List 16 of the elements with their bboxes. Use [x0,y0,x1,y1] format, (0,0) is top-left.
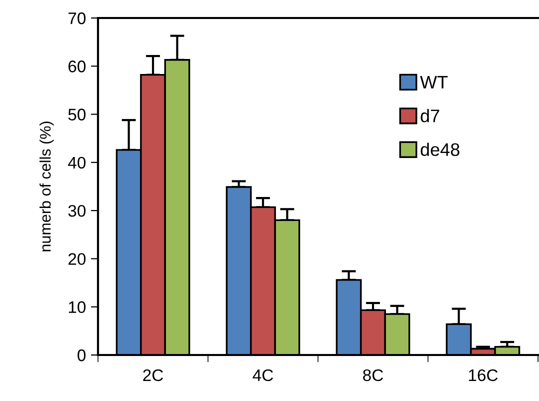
x-tick-label: 8C [363,369,384,382]
y-tick-label: 20 [68,253,86,265]
legend-label: de48 [420,142,460,156]
y-tick-label: 50 [68,108,86,120]
legend-label: WT [420,76,448,88]
y-axis-title: numerb of cells (%) [40,122,54,252]
y-tick-label: 0 [78,349,86,362]
y-tick-label: 70 [68,12,86,24]
y-tick-label: 10 [68,301,86,314]
x-tick-label: 16C [468,369,498,382]
x-tick-label: 2C [143,369,164,382]
y-tick-label: 30 [68,204,86,217]
y-tick-label: 60 [68,60,86,72]
legend-label: d7 [420,109,440,122]
y-tick-label: 40 [68,156,86,169]
x-tick-label: 4C [252,369,274,382]
